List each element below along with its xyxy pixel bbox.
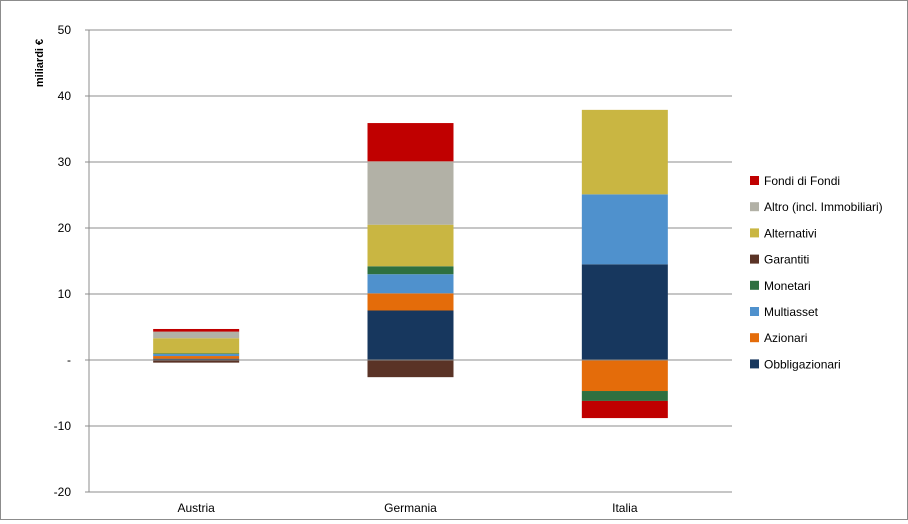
bar-segment: [367, 310, 454, 360]
legend-swatch: [750, 176, 759, 185]
y-tick-label: -20: [54, 485, 72, 499]
bar-segment: [367, 266, 454, 275]
legend-swatch: [750, 228, 759, 238]
y-tick-label: -: [67, 353, 71, 367]
bar-segment: [367, 161, 454, 225]
legend-swatch: [750, 333, 759, 343]
legend-swatch: [750, 307, 759, 316]
bar-segment: [581, 360, 668, 392]
legend-label: Altro (incl. Immobiliari): [764, 200, 883, 214]
bar-segment: [581, 391, 668, 401]
legend-label: Fondi di Fondi: [764, 174, 840, 188]
x-tick-label: Germania: [384, 501, 437, 515]
bar-segment: [153, 328, 240, 332]
bar-segment: [153, 338, 240, 354]
legend-label: Obbligazionari: [764, 357, 841, 371]
x-tick-label: Austria: [177, 501, 215, 515]
bar-segment: [153, 331, 240, 339]
bar-segment: [367, 123, 454, 162]
legend-label: Multiasset: [764, 305, 819, 319]
legend-swatch: [750, 202, 759, 212]
bar-segment: [367, 293, 454, 311]
y-tick-label: 20: [58, 221, 72, 235]
bar-segment: [153, 353, 240, 355]
bar-segment: [153, 358, 240, 360]
x-tick-label: Italia: [612, 501, 638, 515]
bar-segment: [367, 224, 454, 267]
legend-label: Azionari: [764, 331, 807, 345]
bar-segment: [153, 356, 240, 359]
y-tick-label: 50: [58, 23, 72, 37]
y-axis-label: miliardi €: [34, 39, 46, 87]
legend-swatch: [750, 359, 759, 369]
y-tick-label: 10: [58, 287, 72, 301]
y-tick-label: 30: [58, 155, 72, 169]
y-tick-label: -10: [54, 419, 72, 433]
bar-segment: [581, 400, 668, 419]
legend-label: Garantiti: [764, 253, 809, 267]
legend-swatch: [750, 254, 759, 264]
bars: [153, 109, 668, 419]
legend-swatch: [750, 280, 759, 290]
bar-segment: [367, 360, 454, 378]
bar-segment: [581, 194, 668, 265]
bar-segment: [581, 109, 668, 195]
bar-segment: [581, 264, 668, 360]
legend: Fondi di Fondi Altro (incl. Immobiliari) A…: [750, 174, 883, 371]
legend-label: Monetari: [764, 279, 811, 293]
bar-segment: [367, 274, 454, 294]
bar-segment: [153, 354, 240, 357]
y-tick-label: 40: [58, 89, 72, 103]
legend-label: Alternativi: [764, 226, 817, 240]
bar-segment: [153, 360, 240, 363]
